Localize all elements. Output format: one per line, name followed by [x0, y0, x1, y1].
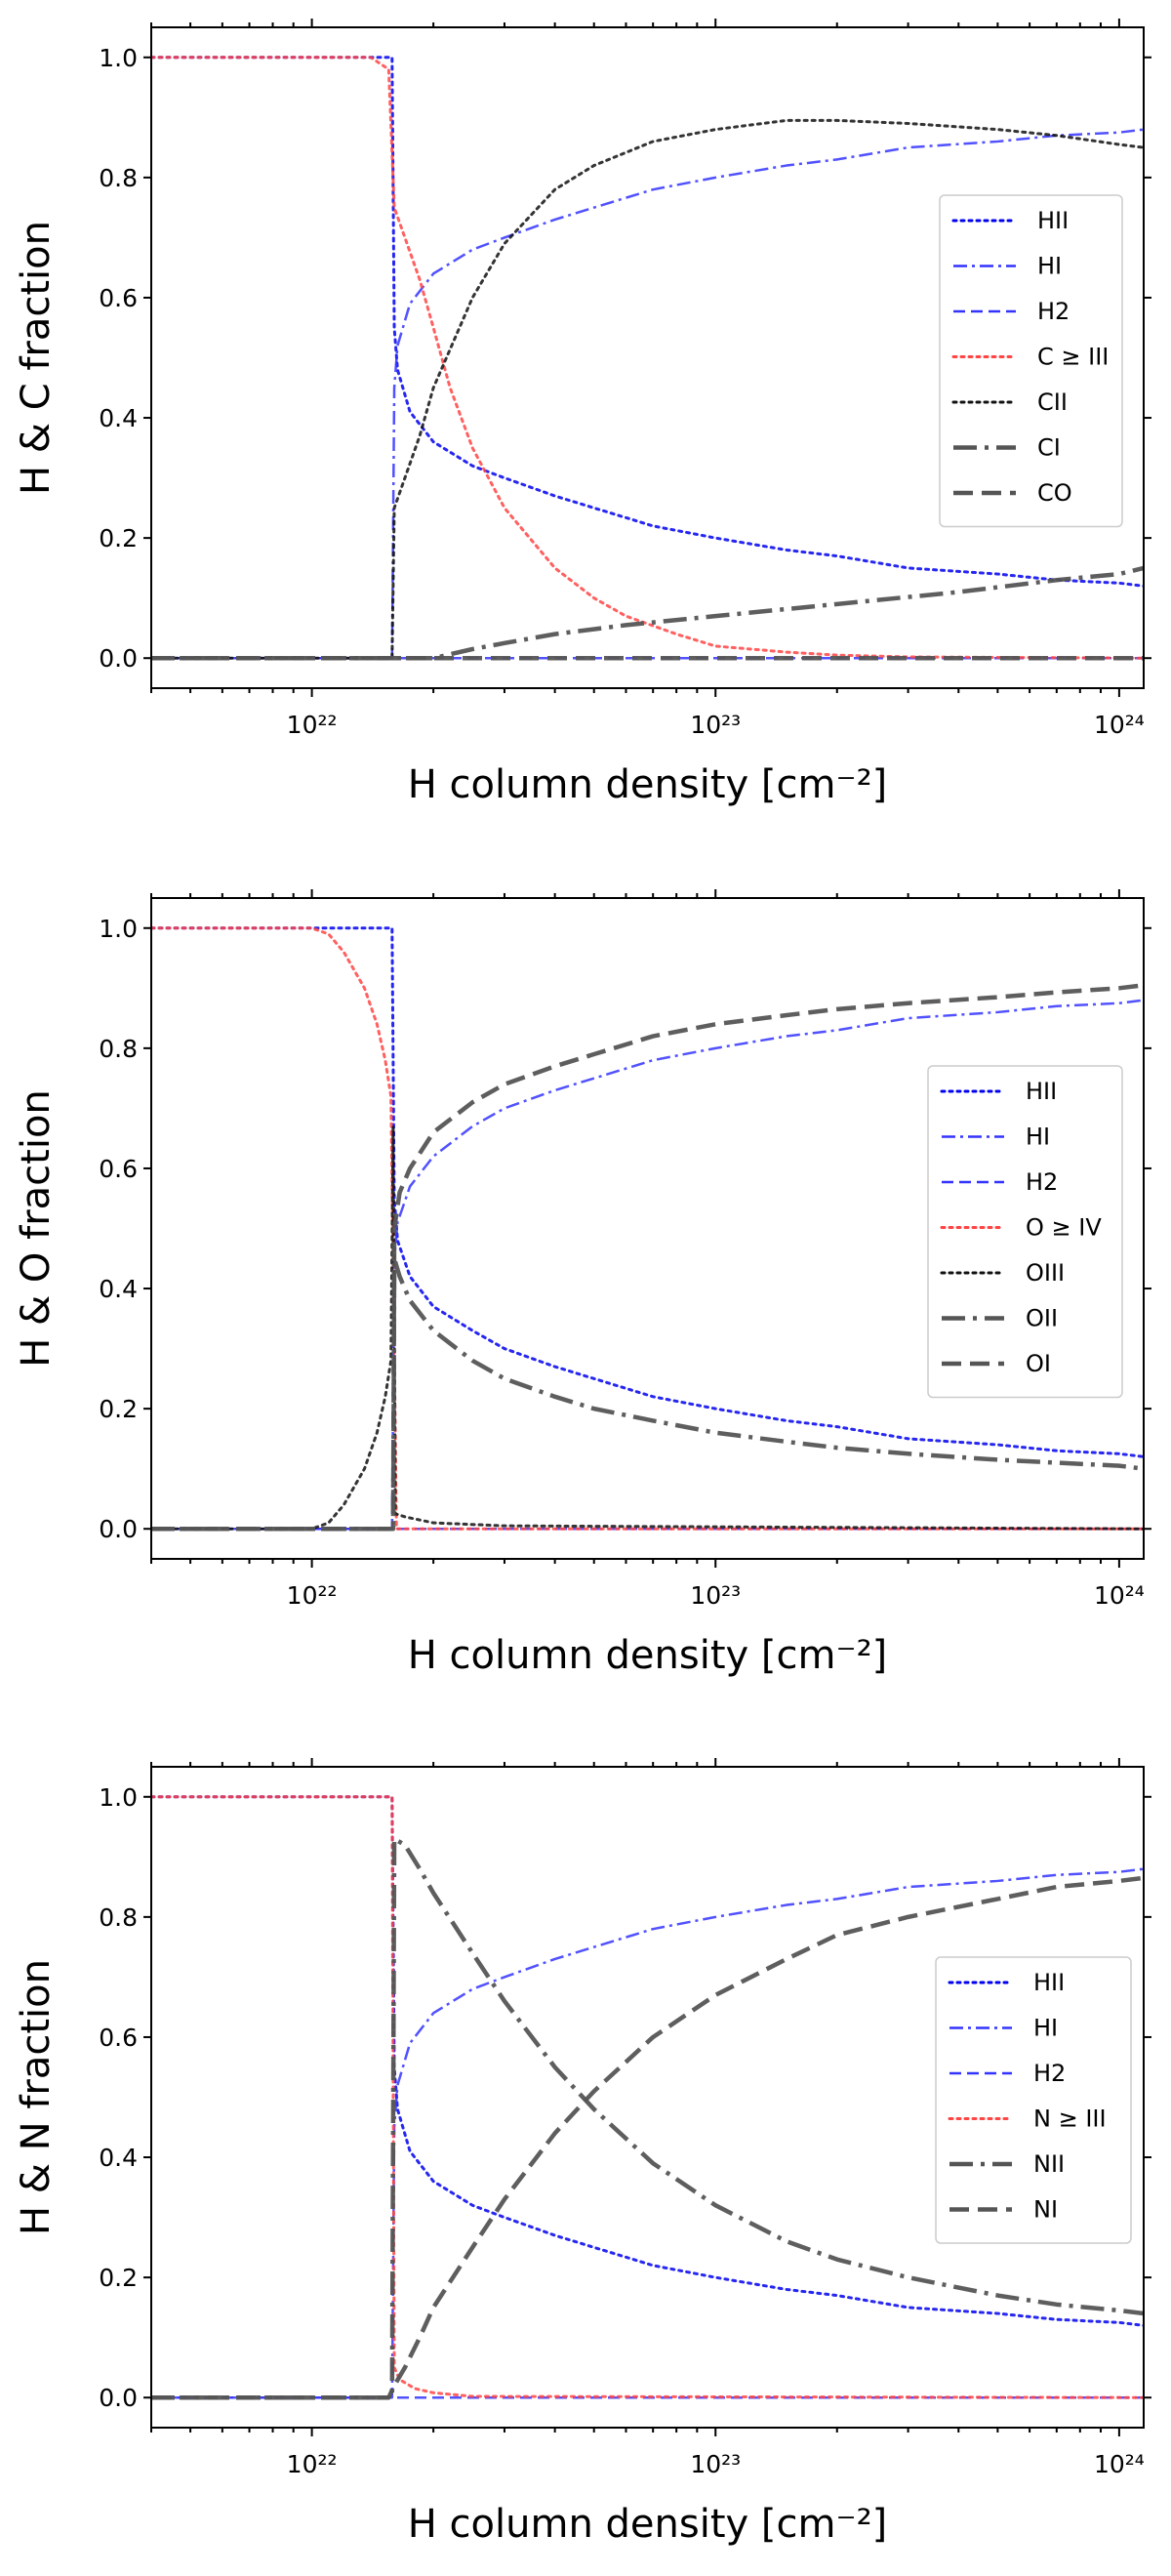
- x-tick-label: 10²³: [690, 711, 741, 739]
- series-line-n-iii: [151, 1795, 1144, 2399]
- series-group: [151, 1795, 1144, 2400]
- legend-entry-label: CO: [1037, 479, 1072, 507]
- series-line-hi: [151, 999, 1144, 1531]
- legend-entry-label: HII: [1026, 1078, 1057, 1105]
- legend-entry-label: H2: [1026, 1168, 1058, 1196]
- legend: HII HI H2 N ≥ III NII NI: [935, 1956, 1132, 2244]
- y-tick-label: 0.6: [99, 1155, 138, 1183]
- legend-entry-label: HI: [1026, 1124, 1050, 1151]
- x-tick-label: 10²⁴: [1094, 1581, 1145, 1610]
- legend-entry-label: OIII: [1026, 1259, 1065, 1287]
- y-tick-label: 0.2: [99, 1395, 138, 1423]
- y-tick-label: 0.2: [99, 524, 138, 552]
- chart-panel-3: 0.0 0.2 0.4 0.6 0.8 1.0 10²² 10²³ 10²⁴ H column d…: [14, 1758, 1151, 2547]
- x-tick-label: 10²²: [287, 2450, 338, 2478]
- y-tick-label: 0.8: [99, 1035, 138, 1063]
- series-line-ni: [151, 1875, 1144, 2400]
- legend-box: [927, 1065, 1123, 1399]
- y-axis-label: H & O fraction: [14, 1089, 59, 1368]
- series-line-c-iii: [151, 56, 1144, 660]
- legend-entry-label: OII: [1026, 1305, 1058, 1332]
- legend-entry-label: H2: [1033, 2060, 1066, 2087]
- y-tick-label: 0.2: [99, 2264, 138, 2292]
- x-tick-label: 10²⁴: [1094, 2450, 1145, 2478]
- series-line-oi: [151, 983, 1144, 1532]
- axes-frame: [150, 26, 1145, 689]
- x-tick-label: 10²³: [690, 1581, 741, 1610]
- y-tick-label: 0.8: [99, 1903, 138, 1932]
- legend-entry-label: HII: [1037, 207, 1069, 234]
- y-tick-label: 0.4: [99, 2144, 138, 2172]
- y-tick-label: 0.0: [99, 1515, 138, 1543]
- legend-entry-label: OI: [1026, 1350, 1051, 1377]
- y-tick-label: 0.0: [99, 644, 138, 673]
- legend-entry-label: C ≥ III: [1037, 344, 1109, 371]
- series-line-ci: [151, 565, 1144, 661]
- legend: HII HI H2 C ≥ III CII CI CO: [939, 194, 1123, 528]
- legend-entry-label: O ≥ IV: [1026, 1214, 1102, 1242]
- x-axis-label: H column density [cm⁻²]: [408, 762, 887, 807]
- series-line-hi: [151, 128, 1144, 660]
- y-tick-label: 0.6: [99, 284, 138, 312]
- x-tick-label: 10²²: [287, 711, 338, 739]
- legend-entry-label: NI: [1033, 2196, 1058, 2224]
- chart-panel-2: 0.0 0.2 0.4 0.6 0.8 1.0 10²² 10²³ 10²⁴ H column d…: [14, 889, 1151, 1678]
- x-axis-label: H column density [cm⁻²]: [408, 1633, 887, 1678]
- y-tick-label: 0.8: [99, 164, 138, 192]
- series-line-hii: [151, 926, 1144, 1458]
- y-tick-label: 1.0: [99, 44, 138, 72]
- series-line-hi: [151, 1867, 1144, 2399]
- legend-entry-label: N ≥ III: [1033, 2106, 1107, 2133]
- chart-panel-1: 0.0 0.2 0.4 0.6 0.8 1.0 10²² 10²³ 10²⁴ H column d…: [14, 19, 1151, 807]
- y-tick-label: 0.6: [99, 2024, 138, 2052]
- series-line-oii: [151, 1256, 1144, 1532]
- y-tick-label: 0.4: [99, 404, 138, 432]
- x-tick-label: 10²⁴: [1094, 711, 1145, 739]
- y-tick-label: 0.4: [99, 1275, 138, 1303]
- x-axis-label: H column density [cm⁻²]: [408, 2502, 887, 2547]
- axes-frame: [150, 1766, 1145, 2429]
- series-line-hii: [151, 56, 1144, 588]
- legend-entry-label: H2: [1037, 298, 1070, 325]
- series-group: [151, 926, 1144, 1532]
- series-line-oiii: [151, 1124, 1144, 1531]
- axes-frame: [150, 897, 1145, 1560]
- legend-entry-label: CI: [1037, 434, 1061, 462]
- legend-entry-label: HI: [1037, 253, 1062, 280]
- legend: HII HI H2 O ≥ IV OIII OII OI: [927, 1065, 1123, 1399]
- x-tick-label: 10²²: [287, 1581, 338, 1610]
- series-line-cii: [151, 118, 1144, 660]
- legend-entry-label: HI: [1033, 2015, 1058, 2042]
- y-axis-label: H & N fraction: [14, 1959, 59, 2235]
- legend-entry-label: CII: [1037, 388, 1068, 416]
- legend-box: [939, 194, 1123, 528]
- y-tick-label: 0.0: [99, 2384, 138, 2412]
- y-axis-label: H & C fraction: [14, 221, 59, 495]
- legend-entry-label: NII: [1033, 2150, 1065, 2178]
- legend-entry-label: HII: [1033, 1969, 1065, 1996]
- y-tick-label: 1.0: [99, 1783, 138, 1812]
- y-tick-label: 1.0: [99, 915, 138, 943]
- x-tick-label: 10²³: [690, 2450, 741, 2478]
- series-group: [151, 56, 1144, 661]
